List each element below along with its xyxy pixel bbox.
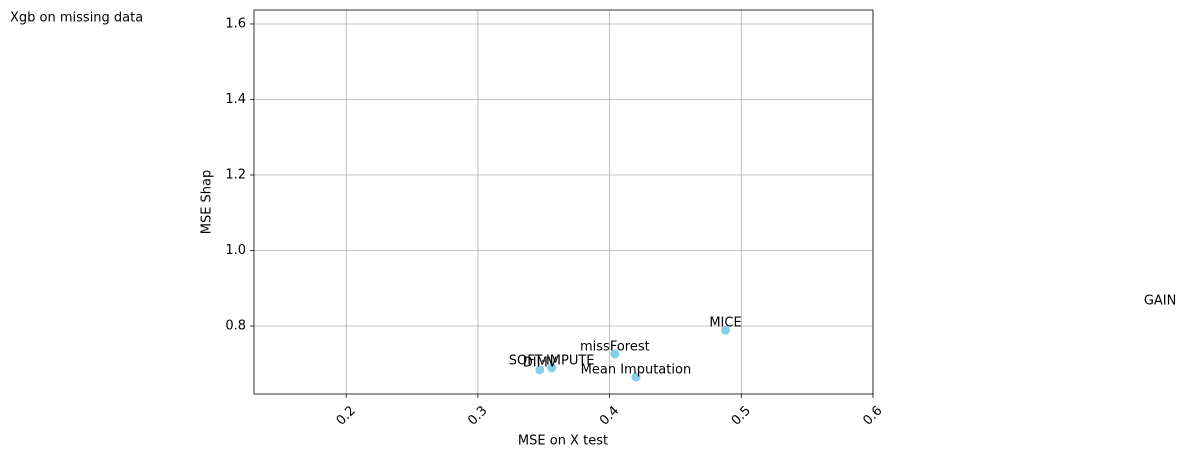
data-label: Mean Imputation [581, 363, 692, 378]
x-tick-label: 0.6 [860, 403, 885, 428]
y-tick-label: 1.2 [225, 168, 246, 183]
point [720, 325, 730, 335]
x-tick-label: 0.4 [597, 403, 622, 428]
plot-area [535, 325, 730, 382]
data-label: missForest [580, 339, 650, 354]
y-tick-label: 1.6 [225, 16, 246, 31]
x-tick-label: 0.2 [334, 403, 359, 428]
x-tick-label: 0.3 [465, 403, 490, 428]
data-label: SOFT-IMPUTE [509, 353, 595, 368]
x-axis-label: MSE on X test [518, 434, 608, 449]
chart-title: Xgb on missing data [10, 11, 143, 26]
x-tick-label: 0.5 [729, 403, 754, 428]
point [610, 349, 620, 359]
point [535, 365, 545, 375]
axes-frame [253, 9, 874, 395]
y-axis-label: MSE Shap [200, 170, 215, 235]
y-tick-label: 1.4 [225, 92, 246, 107]
grid [254, 10, 874, 394]
point [547, 363, 557, 373]
y-tick-label: 1.0 [225, 243, 246, 258]
data-label: GAIN [1144, 293, 1177, 308]
point [631, 372, 641, 382]
data-label: MICE [709, 316, 741, 331]
y-tick-label: 0.8 [225, 319, 246, 334]
data-label: DIMV [523, 355, 557, 370]
